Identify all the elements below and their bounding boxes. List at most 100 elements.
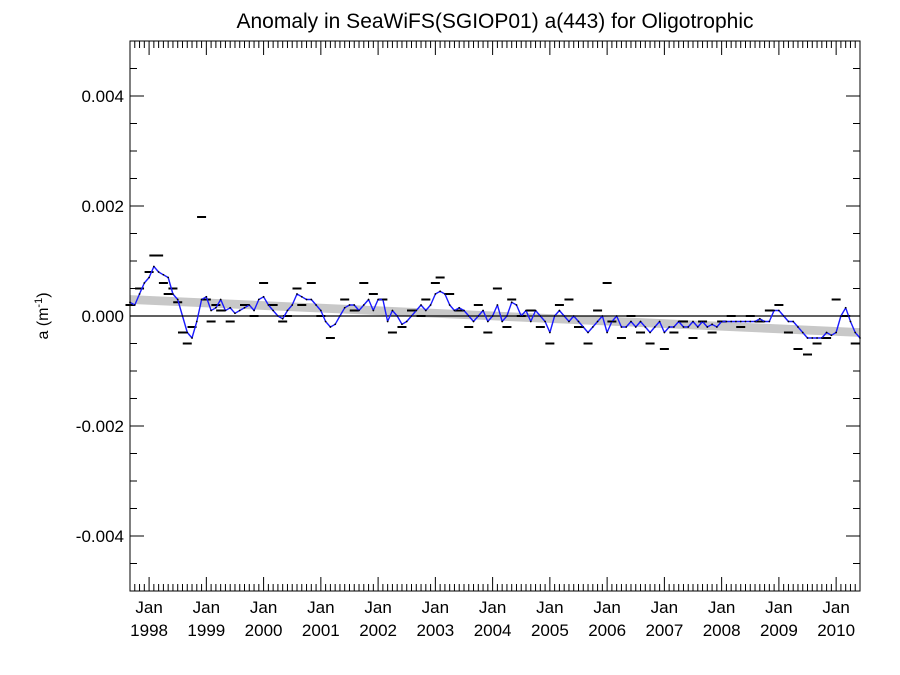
line-point (224, 309, 227, 312)
line-point (405, 320, 408, 323)
x-tick-month: Jan (593, 598, 620, 617)
line-point (238, 309, 241, 312)
line-point (510, 301, 513, 304)
line-point (458, 306, 461, 309)
x-tick-month: Jan (422, 598, 449, 617)
line-point (777, 309, 780, 312)
line-point (401, 323, 403, 326)
line-point (348, 304, 351, 306)
line-point (806, 337, 809, 339)
y-axis-label-superscript: -1 (33, 298, 45, 308)
line-point (453, 309, 456, 312)
line-point (353, 304, 356, 306)
line-point (463, 309, 465, 312)
line-point (157, 271, 160, 273)
line-point (486, 320, 489, 323)
line-point (281, 317, 284, 320)
x-tick-month: Jan (364, 598, 391, 617)
line-point (339, 315, 341, 317)
line-point (548, 331, 551, 334)
line-point (687, 326, 690, 328)
line-point (725, 320, 728, 323)
line-point (730, 320, 733, 323)
line-point (844, 306, 847, 309)
line-point (816, 337, 818, 339)
line-point (677, 320, 680, 323)
y-tick-label: 0.002 (81, 197, 124, 216)
line-point (534, 309, 537, 312)
line-point (768, 320, 771, 323)
line-point (243, 306, 246, 309)
line-point (782, 315, 785, 317)
line-point (840, 315, 842, 317)
line-point (195, 320, 198, 323)
line-point (825, 331, 828, 334)
line-point (649, 331, 651, 334)
line-point (682, 326, 685, 328)
line-point (214, 306, 217, 309)
x-tick-month: Jan (822, 598, 849, 617)
line-point (553, 315, 556, 317)
line-point (305, 298, 308, 301)
line-point (639, 320, 642, 323)
line-point (501, 320, 504, 323)
line-point (601, 315, 604, 317)
line-point (424, 309, 427, 312)
line-point (210, 309, 213, 312)
y-axis-label-close: ) (35, 292, 52, 297)
line-point (615, 315, 618, 317)
smoothed-series (129, 265, 861, 339)
x-tick-month: Jan (135, 598, 162, 617)
line-point (606, 331, 609, 334)
x-tick-year: 2001 (302, 621, 340, 640)
line-point (248, 304, 251, 306)
x-tick-year: 2005 (531, 621, 569, 640)
line-point (854, 331, 857, 334)
line-point (610, 320, 613, 323)
line-point (744, 320, 747, 323)
x-tick-year: 2000 (245, 621, 283, 640)
line-point (167, 276, 170, 279)
line-point (634, 326, 637, 328)
x-tick-month: Jan (193, 598, 220, 617)
line-point (410, 315, 413, 317)
y-tick-label: 0.004 (81, 87, 124, 106)
line-point (568, 320, 570, 323)
line-point (787, 320, 790, 323)
y-tick-label: 0.000 (81, 307, 124, 326)
line-point (181, 315, 184, 317)
x-tick-month: Jan (765, 598, 792, 617)
line-point (358, 309, 360, 312)
line-point (367, 298, 370, 301)
line-point (172, 293, 174, 295)
line-point (420, 304, 422, 306)
x-tick-month: Jan (479, 598, 506, 617)
x-tick-year: 2006 (588, 621, 626, 640)
line-point (591, 326, 594, 328)
line-point (739, 320, 742, 323)
line-point (324, 320, 327, 323)
line-point (587, 331, 589, 334)
line-point (577, 320, 580, 323)
line-point (572, 315, 575, 317)
line-point (291, 304, 294, 306)
line-point (138, 293, 141, 295)
line-point (152, 265, 155, 268)
line-point (162, 273, 165, 276)
line-point (701, 320, 704, 323)
line-point (820, 337, 823, 339)
line-point (620, 326, 623, 328)
line-point (773, 309, 776, 312)
line-point (315, 304, 317, 306)
line-point (396, 315, 399, 317)
line-point (477, 315, 480, 317)
line-point (467, 315, 470, 317)
line-point (472, 320, 475, 323)
line-point (296, 293, 298, 295)
line-point (506, 315, 508, 317)
x-tick-year: 2003 (416, 621, 454, 640)
line-point (491, 315, 494, 317)
line-point (539, 315, 542, 317)
line-point (277, 315, 279, 317)
